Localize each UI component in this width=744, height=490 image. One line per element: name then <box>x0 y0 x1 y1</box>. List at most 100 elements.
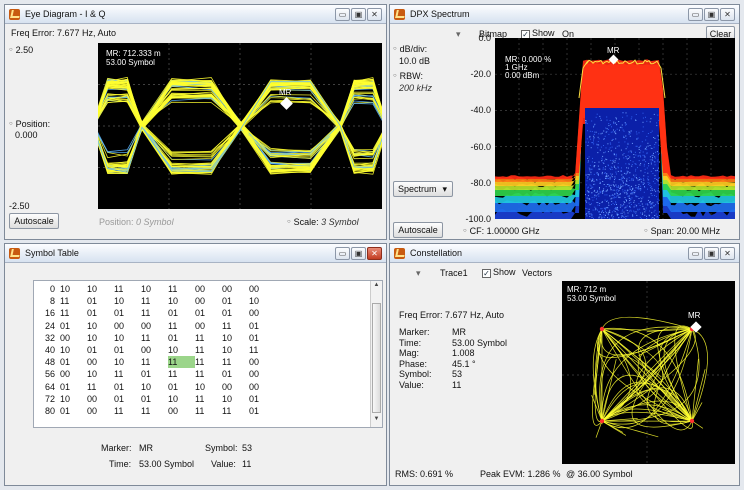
table-cell[interactable]: 10 <box>114 357 125 368</box>
table-row[interactable]: 72 10 00 01 01 10 11 10 01 <box>36 393 276 405</box>
close-icon[interactable]: ✕ <box>367 8 382 21</box>
table-row[interactable]: 48 01 00 10 11 11 11 11 00 <box>36 356 276 369</box>
table-cell[interactable]: 10 <box>222 345 233 356</box>
dpx-cf[interactable]: CF: 1.00000 GHz <box>463 226 540 236</box>
constellation-titlebar[interactable]: Constellation ▭ ▣ ✕ <box>390 244 739 263</box>
symbol-table-titlebar[interactable]: Symbol Table ▭ ▣ ✕ <box>5 244 386 263</box>
table-cell[interactable]: 10 <box>222 332 233 343</box>
dpx-db-div-label[interactable]: dB/div: <box>393 44 428 54</box>
table-cell[interactable]: 01 <box>249 393 260 404</box>
table-cell[interactable]: 00 <box>249 308 260 319</box>
table-cell[interactable]: 11 <box>114 284 124 295</box>
table-cell[interactable]: 10 <box>60 284 71 295</box>
table-cell[interactable]: 00 <box>168 405 179 416</box>
maximize-icon[interactable]: ▣ <box>351 247 366 260</box>
table-cell[interactable]: 11 <box>195 393 205 404</box>
table-cell[interactable]: 01 <box>141 393 152 404</box>
table-cell[interactable]: 11 <box>168 320 178 331</box>
table-cell[interactable]: 00 <box>249 369 260 380</box>
table-cell[interactable]: 11 <box>168 369 178 380</box>
dpx-rbw-label[interactable]: RBW: <box>393 71 423 81</box>
table-cell[interactable]: 10 <box>168 296 179 307</box>
table-cell[interactable]: 01 <box>114 381 125 392</box>
table-cell[interactable]: 10 <box>60 393 71 404</box>
eye-y-bottom[interactable]: -2.50 <box>9 201 30 211</box>
table-cell[interactable]: 11 <box>222 320 232 331</box>
table-cell[interactable]: 10 <box>114 332 125 343</box>
table-cell[interactable]: 00 <box>60 369 71 380</box>
table-index-cell[interactable]: 16 <box>44 308 55 319</box>
table-cell[interactable]: 10 <box>249 296 260 307</box>
table-cell[interactable]: 11 <box>141 308 151 319</box>
table-cell[interactable]: 01 <box>87 296 98 307</box>
table-cell[interactable]: 00 <box>60 332 71 343</box>
dpx-db-div-value[interactable]: 10.0 dB <box>399 56 431 66</box>
table-cell[interactable]: 00 <box>222 284 233 295</box>
table-cell[interactable]: 11 <box>168 356 195 369</box>
table-row[interactable]: 8 11 01 10 11 10 00 01 10 <box>36 295 276 307</box>
table-cell[interactable]: 11 <box>141 332 151 343</box>
eye-y-top[interactable]: 2.50 <box>9 45 34 55</box>
table-cell[interactable]: 11 <box>168 284 178 295</box>
scrollbar-thumb[interactable] <box>372 303 381 413</box>
table-cell[interactable]: 10 <box>195 381 206 392</box>
minimize-icon[interactable]: ▭ <box>335 8 350 21</box>
eye-diagram-titlebar[interactable]: Eye Diagram - I & Q ▭ ▣ ✕ <box>5 5 386 24</box>
scroll-down-icon[interactable]: ▼ <box>373 416 380 422</box>
table-cell[interactable]: 01 <box>168 308 179 319</box>
eye-position-label[interactable]: Position: <box>9 119 51 129</box>
table-cell[interactable]: 01 <box>60 320 71 331</box>
table-index-cell[interactable]: 56 <box>44 369 55 380</box>
table-row[interactable]: 40 10 01 01 00 10 11 10 11 <box>36 344 276 356</box>
table-cell[interactable]: 11 <box>249 345 259 356</box>
table-cell[interactable]: 01 <box>87 308 98 319</box>
table-cell[interactable]: 01 <box>249 332 260 343</box>
const-show-checkbox[interactable]: ✓ Show <box>482 267 516 278</box>
table-cell[interactable]: 11 <box>114 369 124 380</box>
table-row[interactable]: 32 00 10 10 11 01 11 10 01 <box>36 332 276 344</box>
dpx-titlebar[interactable]: DPX Spectrum ▭ ▣ ✕ <box>390 5 739 24</box>
table-cell[interactable]: 01 <box>87 345 98 356</box>
table-cell[interactable]: 01 <box>114 393 125 404</box>
table-cell[interactable]: 00 <box>87 405 98 416</box>
table-cell[interactable]: 00 <box>222 381 233 392</box>
table-cell[interactable]: 01 <box>195 308 206 319</box>
table-index-cell[interactable]: 0 <box>49 284 55 295</box>
dpx-rbw-value[interactable]: 200 kHz <box>399 83 433 93</box>
eye-position-footer[interactable]: Position: 0 Symbol <box>99 217 174 227</box>
table-cell[interactable]: 01 <box>249 320 260 331</box>
table-cell[interactable]: 11 <box>60 308 70 319</box>
close-icon[interactable]: ✕ <box>720 8 735 21</box>
table-cell[interactable]: 11 <box>141 405 151 416</box>
table-cell[interactable]: 11 <box>195 369 205 380</box>
table-cell[interactable]: 01 <box>249 405 260 416</box>
dpx-trace-dropdown-icon[interactable]: ▾ <box>456 29 461 39</box>
table-cell[interactable]: 00 <box>87 357 98 368</box>
table-cell[interactable]: 10 <box>87 369 98 380</box>
table-cell[interactable]: 11 <box>195 332 205 343</box>
table-cell[interactable]: 10 <box>168 393 179 404</box>
table-cell[interactable]: 00 <box>141 320 152 331</box>
table-cell[interactable]: 01 <box>114 345 125 356</box>
table-cell[interactable]: 01 <box>222 308 233 319</box>
table-cell[interactable]: 00 <box>249 381 260 392</box>
table-cell[interactable]: 11 <box>114 405 124 416</box>
table-cell[interactable]: 00 <box>114 320 125 331</box>
table-cell[interactable]: 11 <box>195 405 205 416</box>
close-icon[interactable]: ✕ <box>367 247 382 260</box>
table-cell[interactable]: 00 <box>195 320 206 331</box>
table-cell[interactable]: 01 <box>222 296 233 307</box>
maximize-icon[interactable]: ▣ <box>351 8 366 21</box>
table-cell[interactable]: 10 <box>114 296 125 307</box>
const-trace-dropdown-icon[interactable]: ▾ <box>416 268 421 278</box>
table-cell[interactable]: 10 <box>87 284 98 295</box>
table-cell[interactable]: 11 <box>222 405 232 416</box>
table-index-cell[interactable]: 40 <box>44 345 55 356</box>
table-index-cell[interactable]: 32 <box>44 332 55 343</box>
table-index-cell[interactable]: 80 <box>44 405 55 416</box>
table-cell[interactable]: 11 <box>195 357 205 368</box>
dpx-spectrum-select[interactable]: Spectrum ▾ <box>393 181 453 197</box>
table-cell[interactable]: 11 <box>87 381 97 392</box>
table-cell[interactable]: 11 <box>222 357 232 368</box>
table-cell[interactable]: 00 <box>87 393 98 404</box>
